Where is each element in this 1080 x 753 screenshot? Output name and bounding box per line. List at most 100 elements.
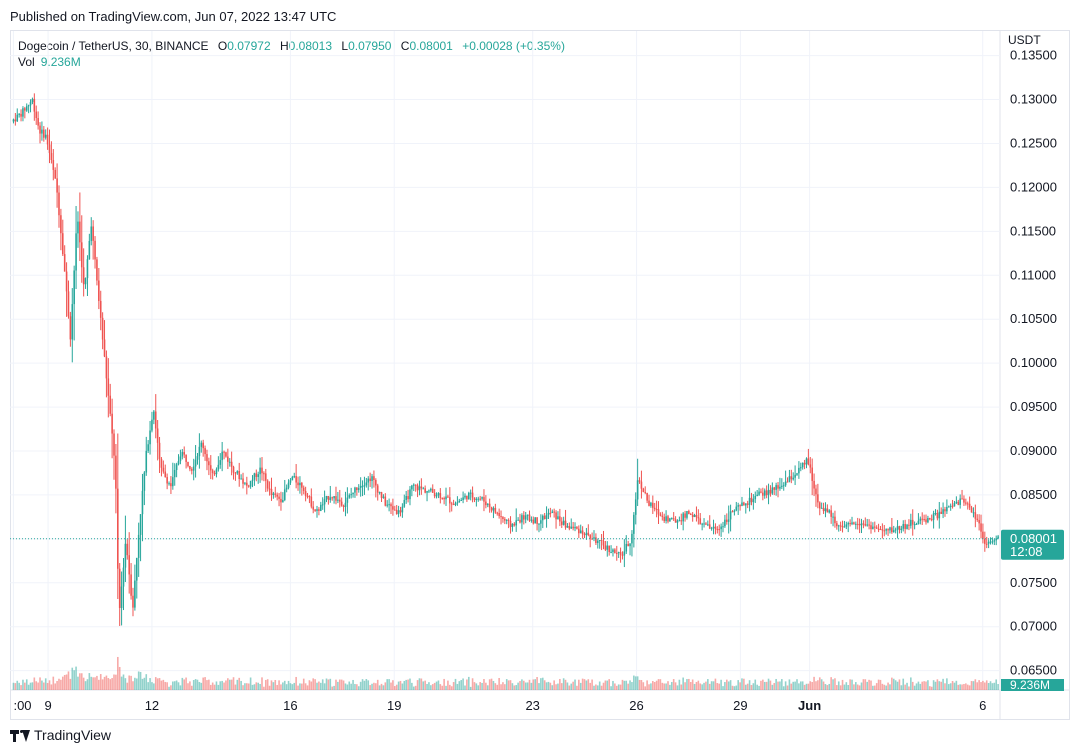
candle-body (686, 511, 688, 518)
volume-bar (953, 682, 956, 690)
volume-bar (409, 678, 411, 690)
volume-bar (452, 682, 455, 690)
volume-bar (708, 683, 711, 690)
candle-body (399, 510, 402, 513)
volume-bar (513, 685, 516, 690)
candle-body (564, 520, 567, 528)
volume-bar (464, 685, 466, 690)
volume-bar (217, 684, 220, 690)
volume-bar (22, 679, 24, 690)
volume-bar (598, 681, 601, 690)
volume-bar (889, 684, 891, 690)
candle-body (519, 519, 521, 523)
volume-bar (18, 682, 20, 690)
chart-legend: Dogecoin / TetherUS, 30, BINANCE O0.0797… (18, 38, 565, 54)
candle-body (230, 461, 233, 467)
volume-bar (304, 683, 307, 690)
candle-body (949, 505, 952, 507)
volume-bar (177, 682, 180, 690)
volume-bar (980, 682, 982, 690)
volume-bar (494, 683, 497, 690)
volume-bar (911, 681, 914, 690)
candle-body (657, 509, 660, 515)
candle-body (293, 476, 296, 478)
candle-body (454, 503, 457, 506)
candle-body (314, 509, 316, 511)
volume-bar (264, 679, 267, 690)
candle-body (287, 482, 290, 488)
volume-bar (855, 682, 857, 690)
volume-bar (786, 685, 789, 690)
footer-brand[interactable]: TradingView (10, 727, 111, 743)
candle-body (206, 454, 208, 462)
volume-bar (843, 684, 846, 690)
candle-body (211, 470, 214, 474)
candle-body (58, 192, 60, 216)
volume-bar (930, 686, 933, 690)
volume-tag (1001, 679, 1064, 691)
volume-bar (693, 683, 696, 690)
volume-bar (566, 682, 569, 690)
candle-body (498, 512, 500, 517)
candle-body (257, 474, 259, 477)
candle-body (739, 505, 741, 507)
volume-bar (130, 675, 132, 690)
candle-body (439, 493, 442, 498)
candle-body (204, 448, 206, 455)
volume-bar (955, 680, 958, 690)
volume-bar (485, 682, 487, 690)
candle-body (94, 240, 96, 260)
candle-body (486, 503, 489, 506)
volume-bar (617, 684, 620, 690)
x-tick-label: 6 (979, 698, 986, 713)
candle-body (458, 500, 461, 503)
candle-body (369, 478, 371, 482)
symbol-title[interactable]: Dogecoin / TetherUS, 30, BINANCE (18, 39, 209, 53)
volume-bar (904, 684, 906, 690)
candle-body (403, 499, 406, 507)
candle-body (968, 503, 971, 508)
candle-body (934, 513, 937, 515)
volume-bar (154, 677, 157, 690)
volume-bar (526, 682, 529, 690)
candle-body (726, 519, 728, 522)
volume-bar (763, 681, 766, 690)
candle-body (477, 498, 480, 500)
volume-bar (828, 683, 831, 690)
volume-bar (308, 680, 311, 690)
candle-body (782, 485, 785, 487)
volume-bar (393, 686, 396, 690)
volume-bar (619, 684, 622, 690)
candle-body (754, 495, 757, 500)
volume-bar (382, 685, 385, 690)
price-axis-unit[interactable]: USDT (1008, 33, 1041, 47)
volume-bar (316, 682, 318, 690)
volume-bar (934, 681, 937, 690)
volume-bar (811, 681, 813, 690)
volume-bar (555, 684, 557, 690)
volume-bar (733, 686, 736, 690)
volume-bar (756, 684, 758, 690)
volume-bar (824, 684, 827, 690)
candle-body (24, 108, 26, 111)
candle-body (437, 493, 440, 496)
candle-body (266, 480, 269, 489)
candle-body (69, 316, 72, 340)
candle-body (915, 523, 918, 525)
candle-body (39, 125, 41, 134)
candle-body (953, 503, 956, 507)
y-tick-label: 0.11000 (1010, 267, 1056, 282)
volume-bar (318, 681, 320, 690)
volume-bar (938, 681, 941, 690)
volume-bar (204, 677, 206, 690)
candle-body (727, 519, 730, 522)
volume-bar (856, 684, 859, 690)
candle-body (466, 495, 468, 500)
candle-body (762, 492, 764, 496)
volume-bar (646, 680, 648, 690)
y-tick-label: 0.08500 (1010, 487, 1057, 502)
candle-body (769, 489, 772, 494)
candle-body (192, 466, 195, 471)
candle-body (80, 242, 83, 268)
